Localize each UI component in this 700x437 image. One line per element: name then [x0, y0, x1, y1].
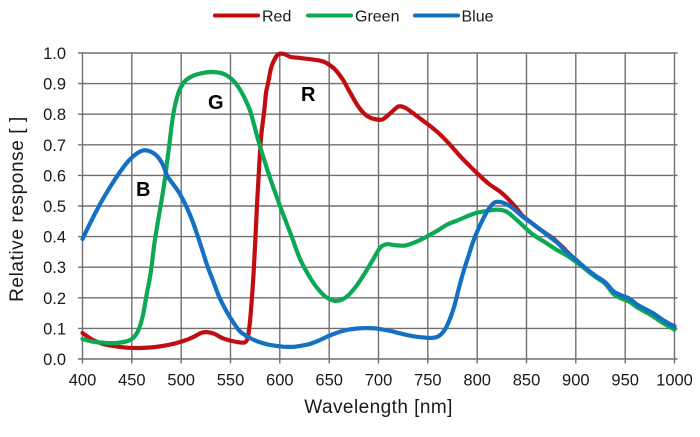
svg-text:1000: 1000 — [656, 371, 693, 389]
svg-text:600: 600 — [266, 371, 294, 389]
svg-text:500: 500 — [167, 371, 195, 389]
svg-text:R: R — [301, 84, 316, 106]
svg-text:0.4: 0.4 — [43, 229, 66, 247]
svg-text:0.7: 0.7 — [43, 137, 66, 155]
svg-text:850: 850 — [513, 371, 541, 389]
svg-text:750: 750 — [414, 371, 442, 389]
svg-text:Red: Red — [262, 9, 291, 26]
svg-text:B: B — [136, 179, 150, 201]
svg-text:0.0: 0.0 — [43, 351, 66, 369]
svg-text:450: 450 — [118, 371, 146, 389]
svg-text:400: 400 — [69, 371, 97, 389]
svg-text:650: 650 — [315, 371, 343, 389]
svg-text:0.3: 0.3 — [43, 259, 66, 277]
svg-text:Wavelength [nm]: Wavelength [nm] — [304, 397, 453, 418]
svg-text:G: G — [208, 92, 224, 114]
svg-text:1.0: 1.0 — [43, 45, 66, 63]
svg-text:0.5: 0.5 — [43, 198, 66, 216]
svg-text:700: 700 — [365, 371, 393, 389]
svg-text:0.2: 0.2 — [43, 290, 66, 308]
svg-text:Green: Green — [355, 9, 399, 26]
svg-text:0.1: 0.1 — [43, 320, 66, 338]
svg-text:900: 900 — [562, 371, 590, 389]
svg-text:550: 550 — [217, 371, 245, 389]
svg-text:Relative response [ ]: Relative response [ ] — [7, 116, 28, 302]
svg-text:800: 800 — [463, 371, 491, 389]
svg-text:Blue: Blue — [462, 9, 494, 26]
svg-text:0.6: 0.6 — [43, 167, 66, 185]
svg-text:950: 950 — [611, 371, 639, 389]
svg-text:0.8: 0.8 — [43, 106, 66, 124]
svg-text:0.9: 0.9 — [43, 76, 66, 94]
